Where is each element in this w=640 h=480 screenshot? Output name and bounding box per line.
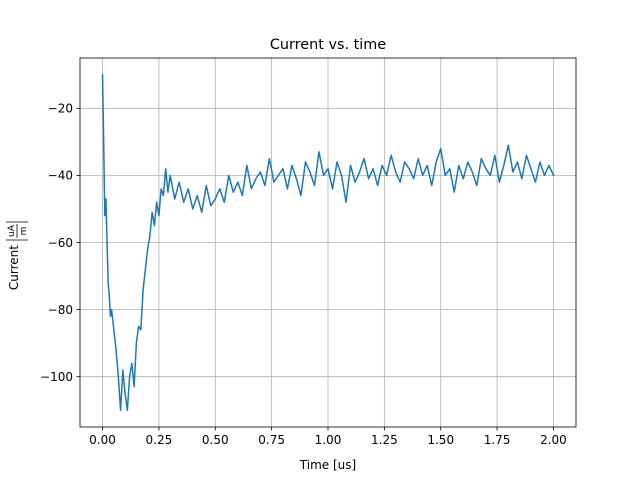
series-layer (101, 74, 555, 411)
x-tick-label: 0.25 (146, 433, 173, 447)
y-tick-label: −80 (48, 303, 73, 317)
grid (80, 58, 576, 427)
x-tick-label: 1.00 (315, 433, 342, 447)
y-tick-label: −20 (48, 102, 73, 116)
x-axis-label: Time [us] (299, 458, 356, 472)
x-tick-label: 1.25 (371, 433, 398, 447)
y-tick-label: −100 (40, 370, 73, 384)
x-tick-label: 1.50 (427, 433, 454, 447)
chart-title: Current vs. time (270, 37, 386, 53)
x-tick-label: 0.00 (89, 433, 116, 447)
y-tick-label: −60 (48, 236, 73, 250)
y-axis-label-unit-denominator: m (19, 227, 29, 236)
y-tick-label: −40 (48, 169, 73, 183)
x-tick-label: 1.75 (484, 433, 511, 447)
series-line-0 (101, 74, 555, 411)
y-axis-label-unit-numerator: uA (7, 224, 17, 237)
y-axis-label-main: Current (7, 245, 21, 290)
x-axis: 0.00 0.25 0.50 0.75 1.00 1.25 1.50 1.75 2.00 (89, 427, 567, 447)
x-tick-label: 0.50 (202, 433, 229, 447)
y-axis: −100 −80 −60 −40 −20 (40, 102, 80, 384)
y-axis-label: Current uA m (6, 221, 29, 290)
x-tick-label: 0.75 (258, 433, 285, 447)
x-tick-label: 2.00 (540, 433, 567, 447)
